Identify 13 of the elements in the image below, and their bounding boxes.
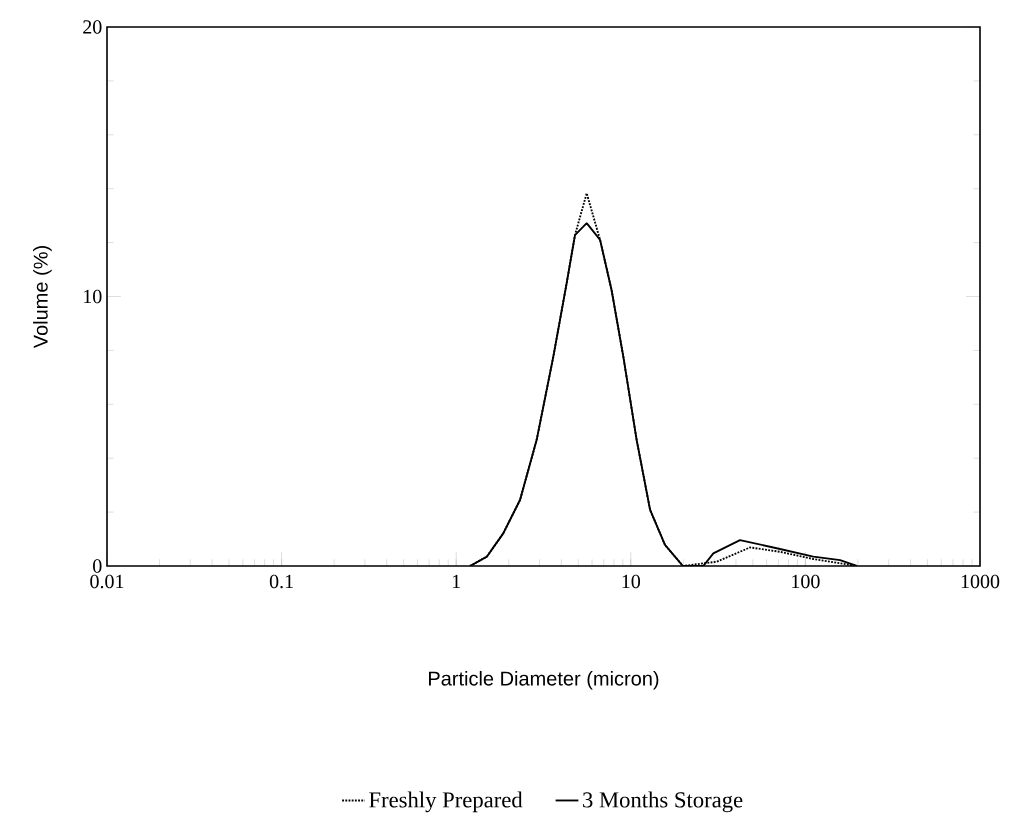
y-tick-label: 20 (83, 20, 102, 34)
x-axis-title: Particle Diameter (micron) (429, 670, 659, 690)
y-tick-label: 10 (84, 289, 102, 304)
legend-label: Freshly Prepared (369, 791, 523, 813)
y-tick-label: 0 (93, 559, 102, 573)
y-axis-title: Volume (%) (33, 246, 52, 349)
x-tick-label: 100 (792, 574, 820, 589)
legend-label: 3 Months Storage (583, 791, 743, 813)
x-tick-label: 10 (622, 574, 641, 589)
x-tick-label: 1 (452, 574, 460, 588)
x-tick-label: 0.1 (269, 574, 293, 589)
x-tick-label: 0.01 (90, 574, 124, 589)
x-tick-label: 1000 (961, 574, 1000, 589)
